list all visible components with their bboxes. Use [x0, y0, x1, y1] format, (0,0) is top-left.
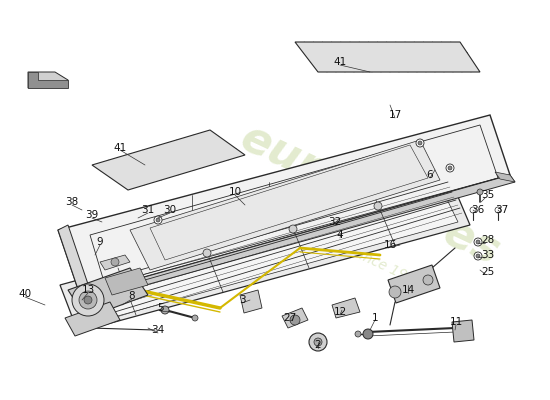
Polygon shape — [295, 42, 480, 72]
Polygon shape — [80, 175, 515, 302]
Circle shape — [418, 141, 422, 145]
Polygon shape — [452, 320, 474, 342]
Circle shape — [477, 189, 483, 195]
Circle shape — [84, 296, 92, 304]
Text: eurospares: eurospares — [233, 116, 507, 274]
Circle shape — [416, 139, 424, 147]
Circle shape — [389, 286, 401, 298]
Polygon shape — [105, 268, 148, 295]
Text: 4: 4 — [337, 230, 343, 240]
Circle shape — [314, 338, 322, 346]
Circle shape — [203, 249, 211, 257]
Polygon shape — [100, 255, 130, 270]
Polygon shape — [28, 72, 68, 88]
Text: 10: 10 — [228, 187, 241, 197]
Circle shape — [474, 238, 482, 246]
Circle shape — [156, 218, 160, 222]
Text: 1: 1 — [372, 313, 378, 323]
Text: 28: 28 — [481, 235, 494, 245]
Text: 41: 41 — [333, 57, 346, 67]
Text: 39: 39 — [85, 210, 98, 220]
Polygon shape — [58, 115, 510, 295]
Text: 3: 3 — [239, 295, 245, 305]
Circle shape — [355, 331, 361, 337]
Text: 40: 40 — [19, 289, 31, 299]
Text: 13: 13 — [81, 285, 95, 295]
Polygon shape — [65, 302, 120, 336]
Text: 16: 16 — [383, 240, 397, 250]
Text: 27: 27 — [283, 313, 296, 323]
Circle shape — [72, 284, 104, 316]
Circle shape — [309, 333, 327, 351]
Text: 9: 9 — [97, 237, 103, 247]
Circle shape — [154, 216, 162, 224]
Text: 17: 17 — [388, 110, 401, 120]
Circle shape — [474, 252, 482, 260]
Polygon shape — [92, 130, 245, 190]
Text: 30: 30 — [163, 205, 177, 215]
Circle shape — [192, 315, 198, 321]
Text: 35: 35 — [481, 190, 494, 200]
Text: 31: 31 — [141, 205, 155, 215]
Circle shape — [117, 272, 125, 280]
Circle shape — [79, 291, 97, 309]
Circle shape — [161, 306, 169, 314]
Circle shape — [289, 225, 297, 233]
Polygon shape — [495, 172, 515, 182]
Text: 34: 34 — [151, 325, 164, 335]
Polygon shape — [60, 178, 470, 332]
Circle shape — [448, 166, 452, 170]
Text: 12: 12 — [333, 307, 346, 317]
Polygon shape — [240, 290, 262, 313]
Circle shape — [470, 207, 476, 213]
Text: 38: 38 — [65, 197, 79, 207]
Circle shape — [423, 275, 433, 285]
Text: 32: 32 — [328, 217, 342, 227]
Polygon shape — [130, 140, 440, 270]
Polygon shape — [68, 268, 148, 318]
Circle shape — [446, 164, 454, 172]
Polygon shape — [28, 72, 68, 88]
Text: 2: 2 — [315, 340, 321, 350]
Text: 6: 6 — [427, 170, 433, 180]
Polygon shape — [282, 308, 308, 328]
Text: 37: 37 — [496, 205, 509, 215]
Text: 41: 41 — [113, 143, 127, 153]
Circle shape — [374, 202, 382, 210]
Polygon shape — [388, 265, 440, 303]
Polygon shape — [332, 298, 360, 318]
Text: 14: 14 — [402, 285, 415, 295]
Text: 25: 25 — [481, 267, 494, 277]
Circle shape — [476, 240, 480, 244]
Circle shape — [111, 258, 119, 266]
Text: 33: 33 — [481, 250, 494, 260]
Polygon shape — [80, 185, 458, 322]
Text: 8: 8 — [129, 291, 135, 301]
Text: 11: 11 — [449, 317, 463, 327]
Circle shape — [290, 315, 300, 325]
Circle shape — [476, 254, 480, 258]
Polygon shape — [58, 225, 90, 295]
Text: a passion... since 1985: a passion... since 1985 — [275, 210, 425, 290]
Text: 36: 36 — [471, 205, 485, 215]
Text: 5: 5 — [157, 303, 163, 313]
Circle shape — [495, 207, 501, 213]
Circle shape — [363, 329, 373, 339]
